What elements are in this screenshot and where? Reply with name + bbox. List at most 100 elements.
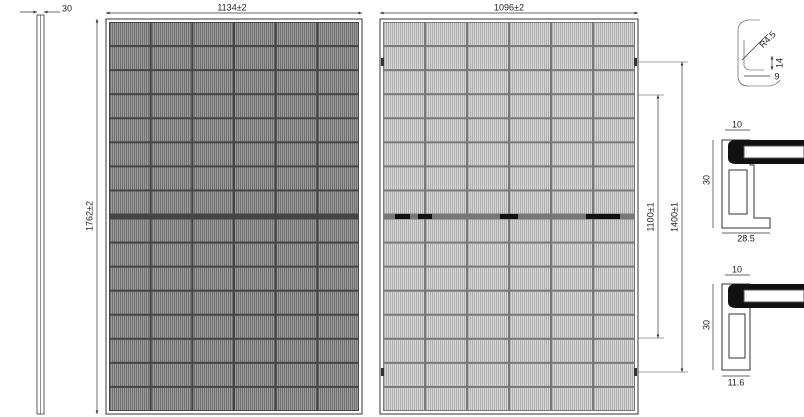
top-label: 10 <box>732 119 742 129</box>
cell <box>510 23 550 46</box>
cell <box>510 119 550 142</box>
cell <box>426 315 466 338</box>
cell <box>510 71 550 94</box>
cell <box>193 47 233 70</box>
cell <box>151 387 192 410</box>
cell <box>193 191 233 214</box>
cell <box>426 291 466 314</box>
cell <box>426 363 466 386</box>
cell <box>384 291 424 314</box>
cell <box>510 315 550 338</box>
height-label: 30 <box>701 320 711 330</box>
cell <box>318 23 358 46</box>
cell <box>193 219 233 242</box>
cell <box>110 219 150 242</box>
cell <box>151 267 192 290</box>
cell <box>151 167 192 190</box>
cell <box>235 95 275 118</box>
cell <box>384 363 424 386</box>
cell <box>193 143 233 166</box>
cell <box>276 291 317 314</box>
cell <box>318 339 358 362</box>
cell <box>384 47 424 70</box>
cell <box>468 47 508 70</box>
cell <box>468 95 508 118</box>
cell <box>552 339 592 362</box>
cell <box>276 339 317 362</box>
cell <box>594 143 634 166</box>
cell <box>426 167 466 190</box>
cell <box>468 267 508 290</box>
cell <box>151 243 192 266</box>
cell <box>276 143 317 166</box>
cell <box>552 291 592 314</box>
cell <box>468 167 508 190</box>
cell <box>110 23 150 46</box>
cell <box>426 71 466 94</box>
cell <box>235 243 275 266</box>
junction-box <box>418 214 432 219</box>
cell <box>594 363 634 386</box>
width-label: 9 <box>774 71 779 81</box>
cell <box>276 363 317 386</box>
junction-box <box>586 214 620 219</box>
cell <box>193 387 233 410</box>
side-view: 30 <box>20 3 72 415</box>
cell <box>594 71 634 94</box>
cell <box>235 47 275 70</box>
cell <box>318 363 358 386</box>
cell <box>426 143 466 166</box>
cell <box>276 315 317 338</box>
cell <box>384 167 424 190</box>
cell <box>110 387 150 410</box>
cell <box>276 243 317 266</box>
cell <box>276 119 317 142</box>
cell <box>594 387 634 410</box>
cell <box>594 219 634 242</box>
cell <box>468 219 508 242</box>
cell <box>510 363 550 386</box>
cell <box>276 23 317 46</box>
cell <box>318 243 358 266</box>
cell <box>384 71 424 94</box>
cell <box>384 119 424 142</box>
cell <box>151 47 192 70</box>
cell <box>594 191 634 214</box>
cell <box>110 71 150 94</box>
cell <box>235 191 275 214</box>
cell <box>594 167 634 190</box>
thickness-label: 30 <box>62 3 72 13</box>
cell <box>594 119 634 142</box>
cell <box>426 243 466 266</box>
cell <box>468 143 508 166</box>
cell <box>384 191 424 214</box>
cell <box>235 71 275 94</box>
cell <box>594 243 634 266</box>
cell <box>552 143 592 166</box>
cell <box>510 47 550 70</box>
cell <box>235 363 275 386</box>
cell <box>193 363 233 386</box>
cell <box>318 291 358 314</box>
cell <box>235 167 275 190</box>
cell <box>318 167 358 190</box>
cell <box>594 267 634 290</box>
cell <box>510 143 550 166</box>
cell <box>426 191 466 214</box>
junction-box <box>500 214 518 219</box>
cell <box>510 267 550 290</box>
cell <box>110 243 150 266</box>
cell <box>552 95 592 118</box>
cell <box>552 119 592 142</box>
cell <box>235 387 275 410</box>
cell <box>276 167 317 190</box>
cell <box>110 143 150 166</box>
cell <box>552 219 592 242</box>
cell <box>468 363 508 386</box>
cell <box>468 291 508 314</box>
cell <box>552 243 592 266</box>
cell <box>276 219 317 242</box>
height-label: 14 <box>774 58 784 68</box>
cell <box>318 47 358 70</box>
cell <box>235 267 275 290</box>
